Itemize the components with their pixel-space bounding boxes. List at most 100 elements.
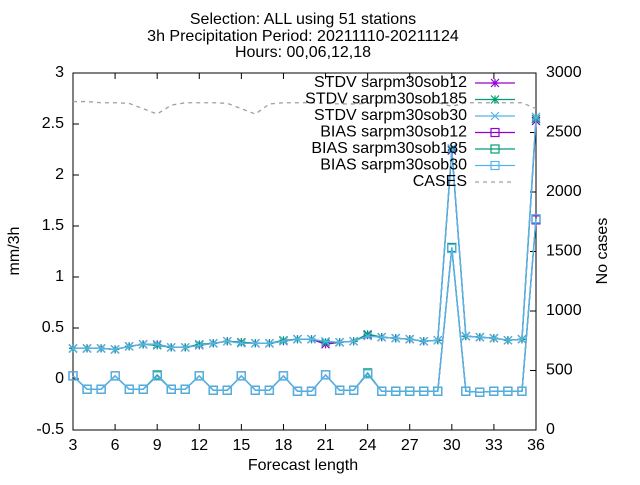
marker (236, 338, 246, 348)
marker (490, 160, 500, 171)
marker (180, 342, 190, 352)
y-tick-label: 1.5 (42, 217, 64, 234)
marker (517, 386, 527, 396)
x-tick-label: 33 (485, 437, 503, 454)
marker (82, 384, 92, 394)
y-tick-label: 0.5 (42, 319, 64, 336)
legend-label: BIAS sarpm30sob185 (311, 140, 467, 157)
marker (264, 338, 274, 348)
y2-tick-label: 1000 (546, 302, 582, 319)
marker (110, 371, 120, 381)
marker (489, 333, 499, 343)
marker (194, 340, 204, 350)
x-tick-label: 6 (111, 437, 120, 454)
marker (152, 371, 162, 381)
x-tick-label: 15 (232, 437, 250, 454)
y2-tick-label: 500 (546, 362, 573, 379)
x-tick-label: 3 (69, 437, 78, 454)
marker (96, 384, 106, 394)
marker (306, 386, 317, 396)
series-line (72, 218, 537, 393)
legend-label: STDV sarpm30sob185 (305, 91, 467, 108)
marker (321, 336, 330, 346)
title: Selection: ALL using 51 stations (190, 11, 416, 28)
x-tick-label: 21 (317, 437, 335, 454)
marker (124, 384, 134, 394)
marker (335, 337, 345, 347)
marker (531, 112, 541, 122)
y-tick-label: -0.5 (36, 421, 64, 438)
marker (447, 144, 457, 153)
y-tick-label: 0 (55, 370, 64, 387)
marker (447, 243, 457, 254)
y-tick-label: 2.5 (42, 115, 64, 132)
x-tick-label: 9 (153, 437, 162, 454)
marker (222, 385, 232, 395)
marker (194, 371, 204, 381)
y2-tick-label: 2500 (546, 124, 582, 141)
y2-tick-label: 0 (546, 421, 555, 438)
y2-tick-label: 2000 (546, 183, 582, 200)
marker (152, 339, 162, 349)
x-tick-label: 36 (527, 437, 545, 454)
marker (208, 385, 218, 395)
title: Hours: 00,06,12,18 (235, 44, 371, 61)
marker (489, 386, 499, 396)
marker (194, 339, 204, 349)
y2-tick-label: 3000 (546, 64, 582, 81)
marker (110, 344, 120, 354)
marker (490, 144, 500, 154)
marker (292, 386, 303, 396)
marker (278, 371, 289, 381)
x-tick-label: 30 (443, 437, 461, 454)
marker (363, 329, 373, 339)
marker (250, 338, 260, 348)
marker (68, 371, 78, 381)
marker (166, 342, 176, 352)
marker (391, 333, 401, 343)
marker (461, 331, 471, 341)
marker (82, 343, 92, 353)
marker (334, 385, 345, 395)
marker (264, 385, 275, 395)
title: 3h Precipitation Period: 20211110-202111… (147, 28, 459, 45)
marker (475, 387, 485, 397)
series-line (73, 116, 537, 351)
x-tick-label: 24 (359, 437, 377, 454)
marker (419, 336, 429, 346)
y-axis-label: mm/3h (6, 227, 23, 276)
y-tick-label: 2 (55, 166, 64, 183)
x-tick-label: 27 (401, 437, 419, 454)
marker (279, 335, 288, 345)
y2-axis-label: No cases (594, 218, 611, 285)
marker (419, 386, 429, 396)
marker (490, 127, 500, 138)
marker (363, 331, 373, 341)
marker (307, 334, 316, 344)
marker (180, 384, 190, 394)
legend-label: CASES (413, 173, 467, 190)
marker (490, 95, 500, 104)
marker (68, 343, 78, 353)
marker (236, 337, 246, 347)
marker (250, 385, 260, 395)
x-tick-label: 18 (275, 437, 293, 454)
marker (96, 343, 106, 353)
legend-label: STDV sarpm30sob12 (314, 74, 467, 91)
marker (503, 335, 513, 345)
marker (166, 384, 176, 394)
marker (517, 334, 527, 344)
series-line (73, 100, 537, 115)
marker (293, 334, 302, 344)
legend-label: BIAS sarpm30sob12 (320, 124, 467, 141)
marker (222, 336, 232, 346)
marker (503, 386, 513, 396)
marker (138, 384, 148, 394)
x-tick-label: 12 (190, 437, 208, 454)
y-tick-label: 3 (55, 64, 64, 81)
marker (490, 111, 500, 121)
marker (377, 332, 387, 342)
marker (152, 340, 162, 350)
